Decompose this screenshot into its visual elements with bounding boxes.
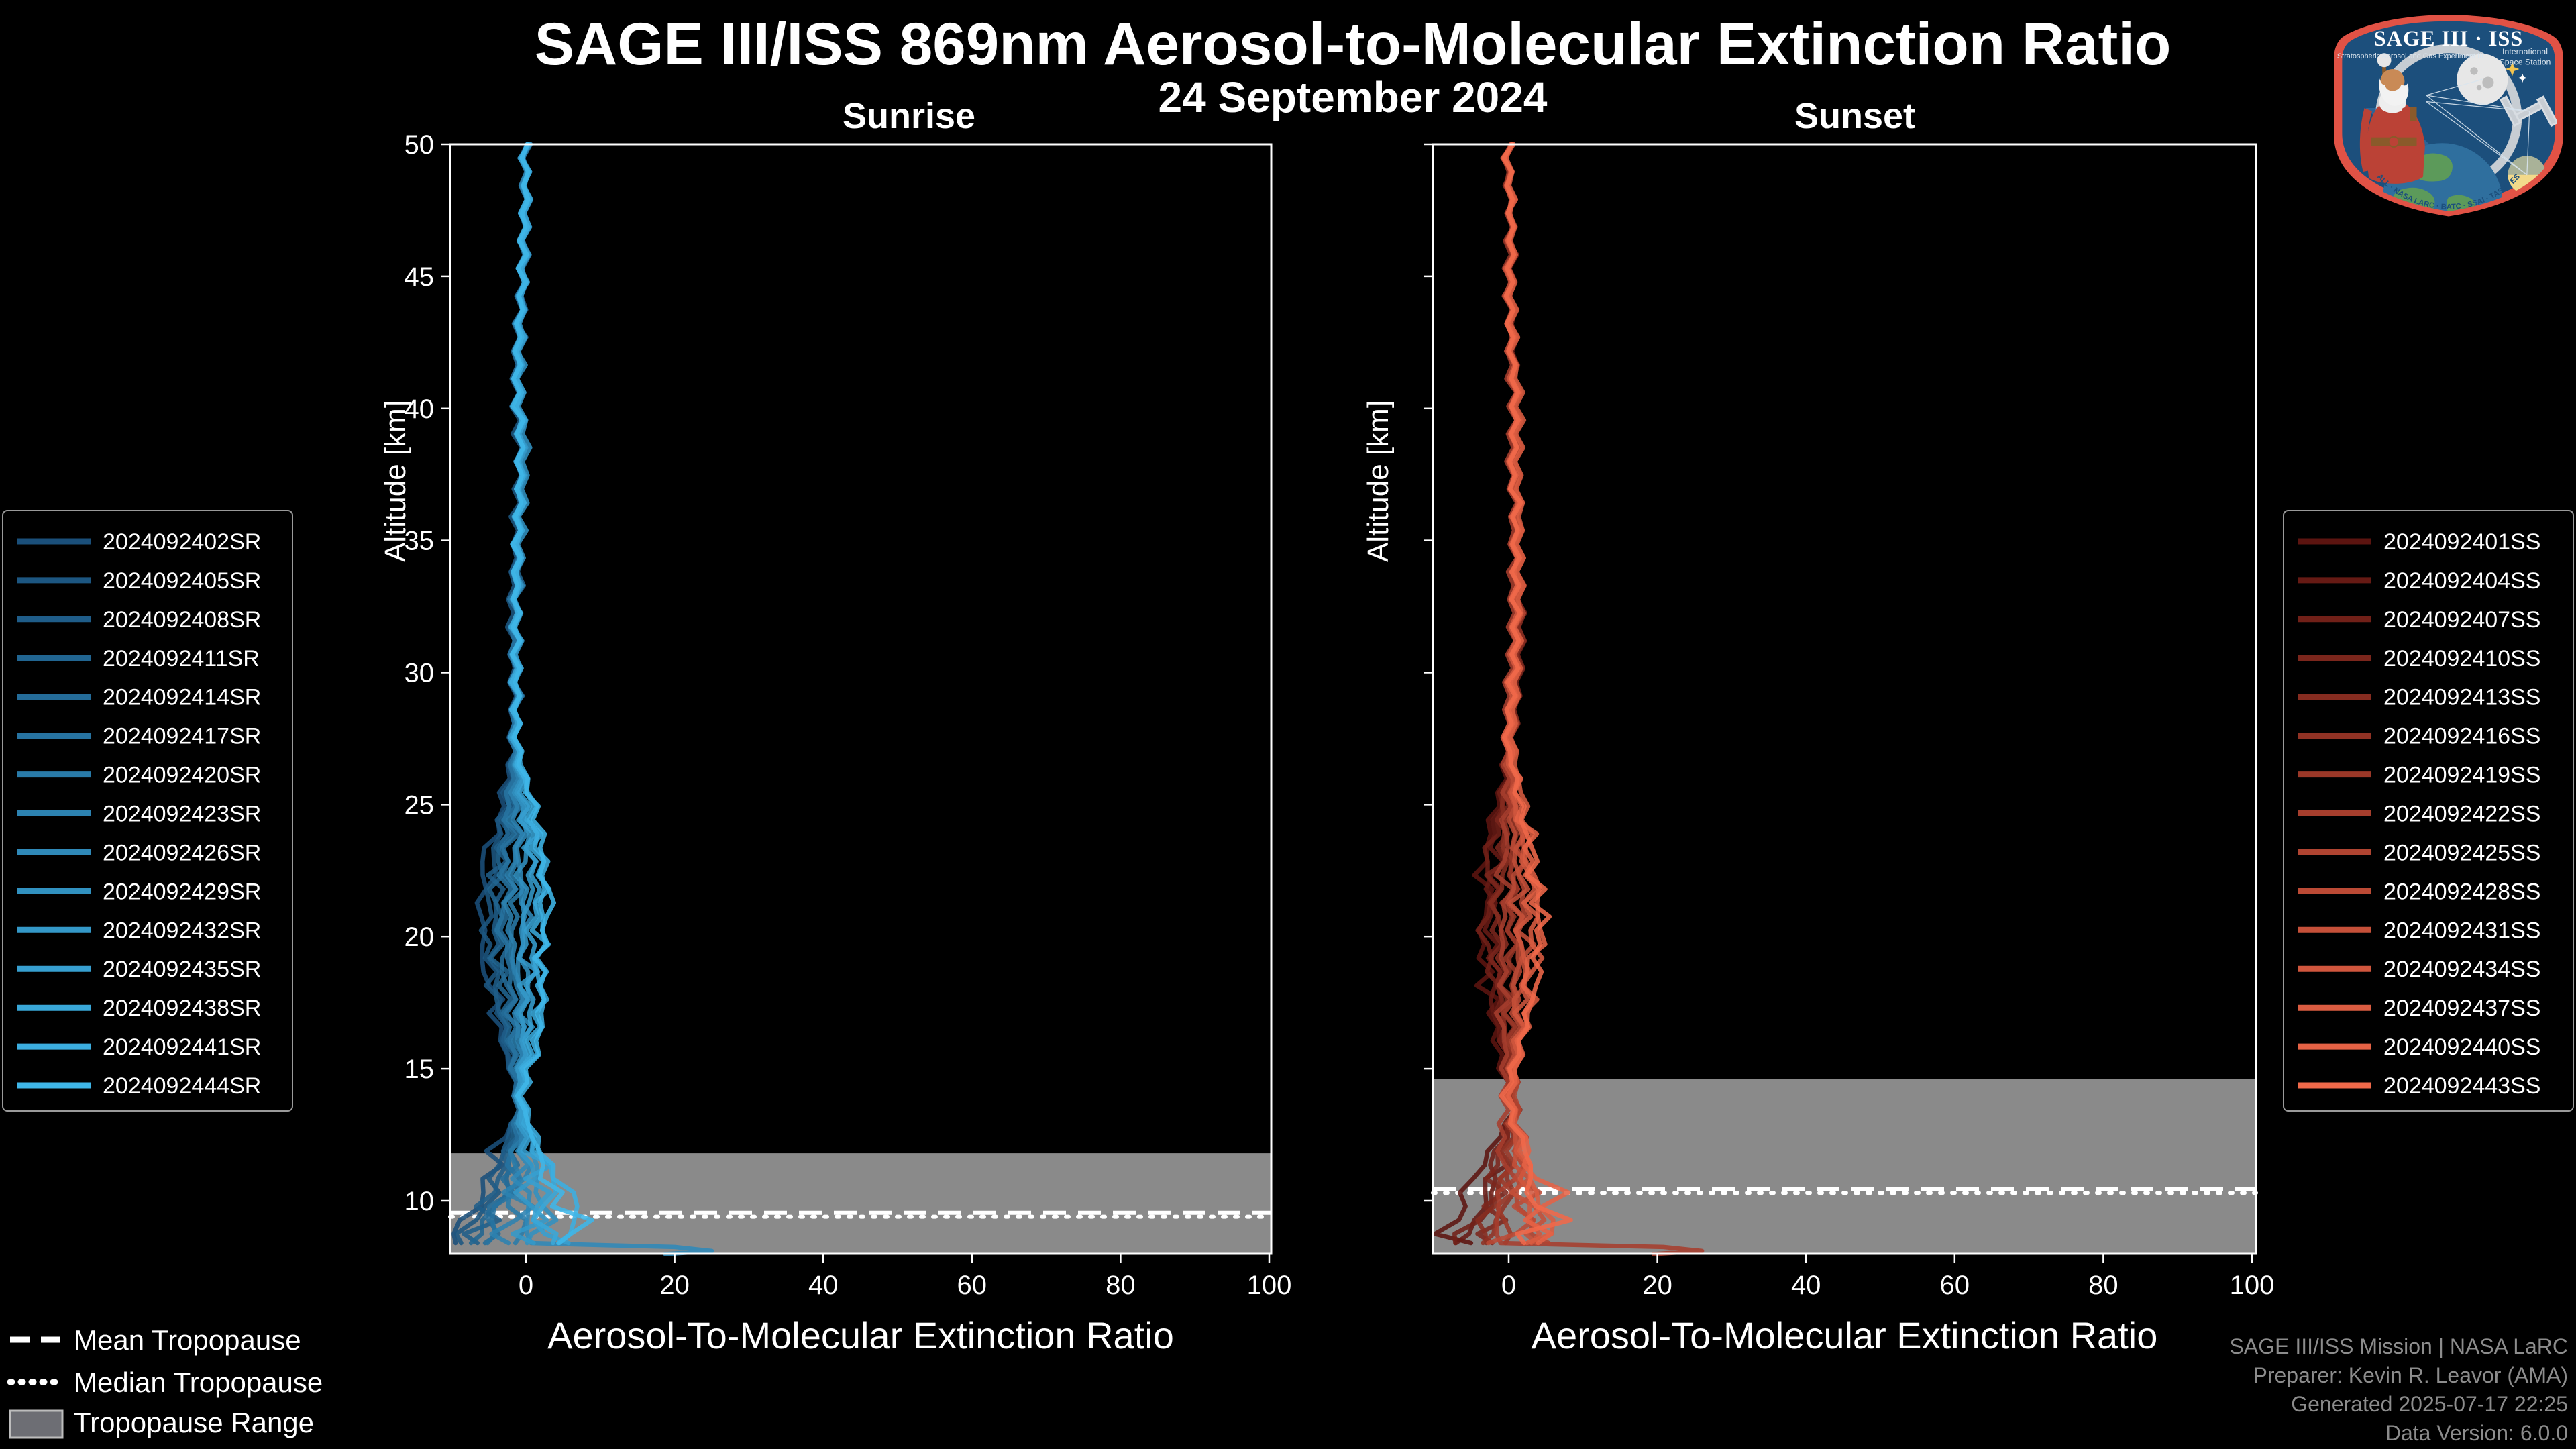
svg-text:25: 25	[405, 790, 435, 820]
svg-text:2024092438SR: 2024092438SR	[103, 996, 261, 1021]
svg-text:2024092416SS: 2024092416SS	[2383, 724, 2540, 749]
svg-text:2024092440SS: 2024092440SS	[2383, 1034, 2540, 1060]
svg-text:2024092405SR: 2024092405SR	[103, 568, 261, 594]
svg-text:2024092422SS: 2024092422SS	[2383, 802, 2540, 827]
svg-text:Tropopause Range: Tropopause Range	[74, 1407, 314, 1438]
svg-text:2024092407SS: 2024092407SS	[2383, 607, 2540, 633]
svg-text:0: 0	[1501, 1271, 1516, 1300]
svg-text:40: 40	[1791, 1271, 1821, 1300]
svg-text:Median Tropopause: Median Tropopause	[74, 1366, 323, 1398]
svg-text:Space Station: Space Station	[2500, 57, 2551, 66]
svg-text:20: 20	[659, 1271, 690, 1300]
svg-text:2024092423SR: 2024092423SR	[103, 802, 261, 827]
svg-text:60: 60	[1940, 1271, 1970, 1300]
svg-text:40: 40	[808, 1271, 839, 1300]
svg-text:80: 80	[1106, 1271, 1136, 1300]
svg-text:2024092429SR: 2024092429SR	[103, 879, 261, 904]
svg-text:2024092420SR: 2024092420SR	[103, 763, 261, 788]
svg-text:2024092401SS: 2024092401SS	[2383, 529, 2540, 555]
svg-text:60: 60	[957, 1271, 987, 1300]
svg-text:2024092443SS: 2024092443SS	[2383, 1073, 2540, 1099]
svg-text:10: 10	[405, 1187, 435, 1216]
svg-text:20: 20	[1642, 1271, 1672, 1300]
svg-text:2024092411SR: 2024092411SR	[103, 646, 260, 672]
svg-text:2024092404SS: 2024092404SS	[2383, 568, 2540, 594]
svg-text:SAGE III · ISS: SAGE III · ISS	[2374, 26, 2523, 50]
svg-text:Stratospheric Aerosol and Gas: Stratospheric Aerosol and Gas Experiment…	[2337, 52, 2483, 60]
svg-text:2024092414SR: 2024092414SR	[103, 685, 261, 710]
svg-text:2024092432SR: 2024092432SR	[103, 918, 261, 943]
svg-text:2024092437SS: 2024092437SS	[2383, 996, 2540, 1021]
svg-text:2024092417SR: 2024092417SR	[103, 724, 261, 749]
svg-text:2024092428SS: 2024092428SS	[2383, 879, 2540, 904]
svg-text:2024092413SS: 2024092413SS	[2383, 685, 2540, 710]
svg-text:2024092441SR: 2024092441SR	[103, 1034, 261, 1060]
svg-text:2024092434SS: 2024092434SS	[2383, 957, 2540, 982]
svg-text:Mean Tropopause: Mean Tropopause	[74, 1325, 301, 1356]
svg-text:2024092408SR: 2024092408SR	[103, 607, 261, 633]
svg-text:International: International	[2502, 47, 2548, 56]
svg-text:2024092419SS: 2024092419SS	[2383, 763, 2540, 788]
svg-text:80: 80	[2088, 1271, 2118, 1300]
svg-text:20: 20	[405, 922, 435, 952]
svg-text:2024092431SS: 2024092431SS	[2383, 918, 2540, 943]
svg-text:100: 100	[1247, 1271, 1292, 1300]
svg-text:2024092410SS: 2024092410SS	[2383, 646, 2540, 672]
svg-text:0: 0	[519, 1271, 533, 1300]
svg-text:2024092444SR: 2024092444SR	[103, 1073, 261, 1099]
svg-text:50: 50	[405, 130, 435, 160]
svg-text:2024092426SR: 2024092426SR	[103, 840, 261, 865]
svg-text:100: 100	[2230, 1271, 2275, 1300]
svg-text:15: 15	[405, 1055, 435, 1084]
svg-text:2024092435SR: 2024092435SR	[103, 957, 261, 982]
svg-text:2024092425SS: 2024092425SS	[2383, 840, 2540, 865]
svg-text:2024092402SR: 2024092402SR	[103, 529, 261, 555]
